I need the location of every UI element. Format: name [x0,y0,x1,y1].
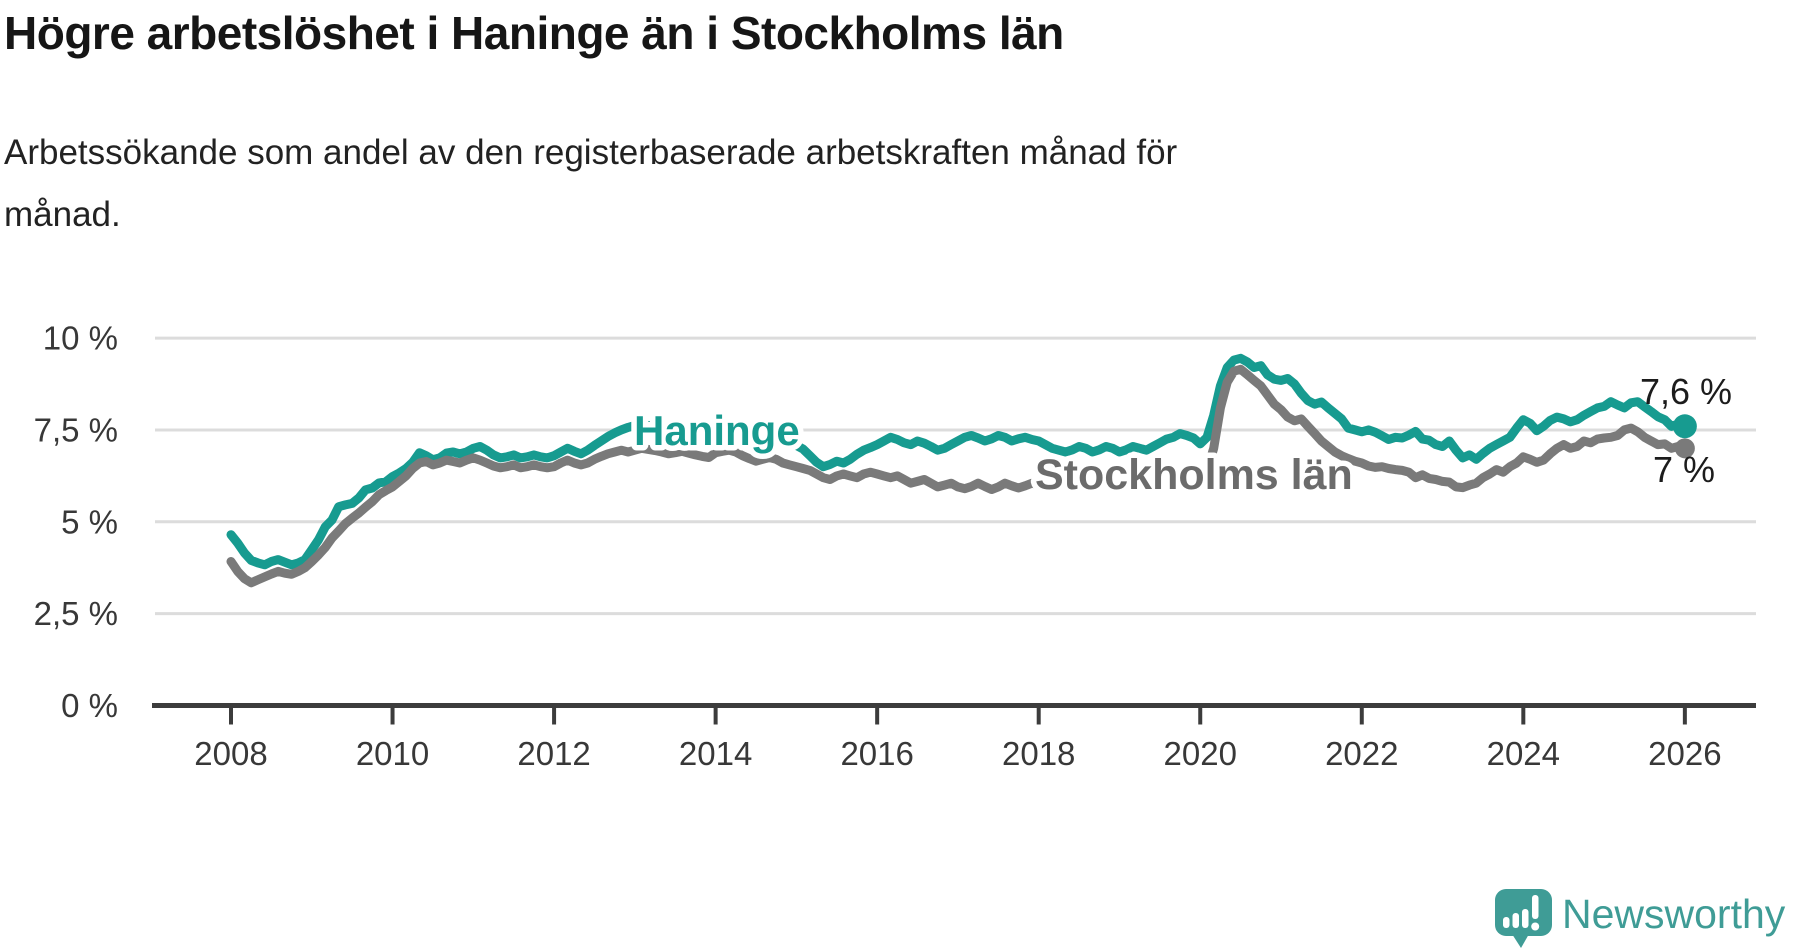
y-tick-label: 0 % [61,687,118,724]
y-tick-label: 5 % [61,503,118,540]
end-dot-0 [1672,414,1697,439]
x-tick-label: 2024 [1487,735,1560,772]
end-value-label-1: 7 % [1653,449,1715,490]
newsworthy-logo: Newsworthy [1495,889,1786,948]
x-tick-label: 2022 [1325,735,1398,772]
gridlines [155,336,1756,616]
end-value-labels: 7,6 % 7 % [1640,371,1732,490]
y-tick-label: 2,5 % [34,595,118,632]
line-1 [226,364,1690,588]
x-tick-label: 2020 [1164,735,1237,772]
series-lines [226,353,1690,588]
x-axis: 2008 2010 2012 2014 2016 2018 2020 2022 2024 2026 [152,703,1756,772]
y-tick-label: 10 % [43,320,118,357]
end-value-label-0: 7,6 % [1640,371,1732,412]
end-dot-1 [1674,438,1695,459]
newsworthy-logo-text: Newsworthy [1562,891,1786,937]
x-tick-label: 2026 [1648,735,1721,772]
x-tick-label: 2016 [840,735,913,772]
y-axis-labels: 0 % 2,5 % 5 % 7,5 % 10 % [34,320,118,724]
line-0 [226,353,1690,570]
x-tick-label: 2014 [679,735,752,772]
x-tick-label: 2012 [517,735,590,772]
page-title: Högre arbetslöshet i Haninge än i Stockh… [4,7,1064,59]
y-tick-label: 7,5 % [34,411,118,448]
chart-subtitle: Arbetssökande som andel av den registerb… [4,133,1178,235]
x-tick-label: 2010 [356,735,429,772]
x-tick-label: 2008 [194,735,267,772]
series-label-0: Haninge [634,407,800,454]
x-tick-label: 2018 [1002,735,1075,772]
series-label-1: Stockholms län [1035,451,1353,499]
speech-bubble-bar-chart-icon [1495,889,1552,948]
end-markers [1672,414,1697,459]
series-inline-labels: Haninge Stockholms län [629,402,1359,505]
